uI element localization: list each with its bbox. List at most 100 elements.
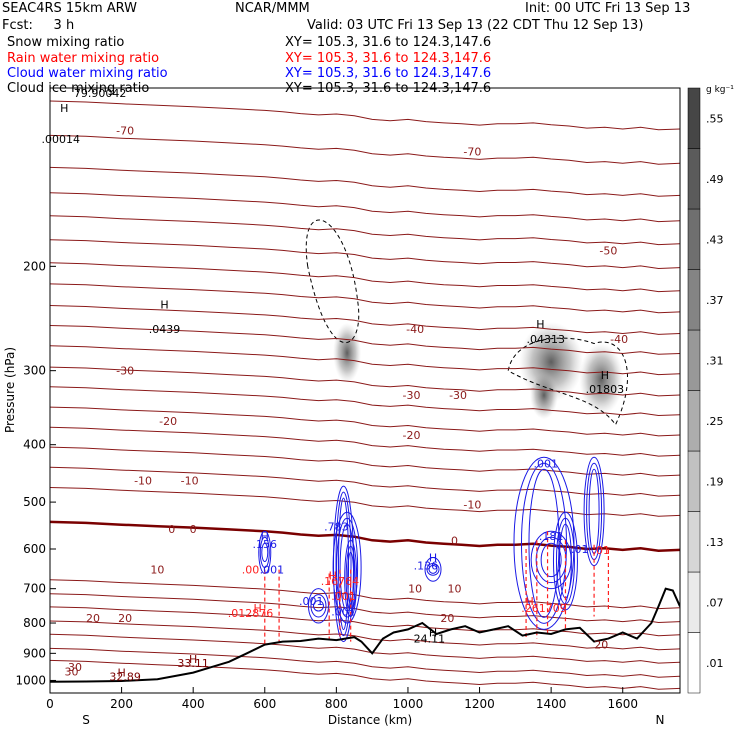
legend-cloud: Cloud water mixing ratio xyxy=(7,66,168,81)
value-label: .001 xyxy=(331,590,356,603)
temperature-label: 20 xyxy=(118,612,132,625)
temperature-contour xyxy=(50,386,680,417)
temperature-label: -50 xyxy=(599,244,617,257)
temperature-label: -70 xyxy=(116,125,134,138)
temperature-contour xyxy=(50,620,680,651)
valid-time: Valid: 03 UTC Fri 13 Sep 13 (22 CDT Thu … xyxy=(307,18,644,33)
cloud-water-contour xyxy=(583,456,605,567)
value-label: .04313 xyxy=(527,333,566,346)
colorbar-label: .49 xyxy=(706,173,724,186)
temperature-contour xyxy=(50,345,680,376)
contour-labels: -70 -70 -50 -40 -40 -30 -30 -30 -20 -20 -10 -10 -10 0… xyxy=(41,87,628,683)
temperature-label: 20 xyxy=(86,612,100,625)
temperature-contour xyxy=(50,426,680,457)
temperature-label: -70 xyxy=(463,146,481,159)
cloud-water-contour xyxy=(332,511,362,624)
colorbar-segment xyxy=(687,511,701,573)
terrain-profile xyxy=(50,587,680,683)
h-marker: H xyxy=(261,530,269,543)
temperature-contours xyxy=(50,100,680,690)
colorbar-label: .01 xyxy=(706,657,724,670)
h-marker: H xyxy=(329,569,337,582)
cloud-water-contour xyxy=(347,551,355,606)
temperature-contour xyxy=(50,100,680,131)
north-label: N xyxy=(656,713,665,727)
temperature-label: -40 xyxy=(406,323,424,336)
temperature-contour xyxy=(50,215,680,246)
temperature-contour xyxy=(50,283,680,314)
temperature-label: 0 xyxy=(168,523,175,536)
legend-snow: Snow mixing ratio xyxy=(7,35,125,50)
temperature-contour xyxy=(50,633,680,664)
cloud-water-contour xyxy=(259,536,270,569)
colorbar-unit: g kg⁻¹ xyxy=(706,85,734,95)
temperature-contour xyxy=(50,446,680,477)
cloud-water-contour xyxy=(336,517,359,618)
cloud-water-contour xyxy=(426,562,440,576)
temperature-contour xyxy=(50,166,680,197)
value-label: .136 xyxy=(414,560,439,573)
terrain-line xyxy=(50,587,680,683)
h-marker: H xyxy=(60,102,68,115)
colorbar-label: .07 xyxy=(706,596,724,609)
value-label: 33.11 xyxy=(177,657,209,670)
x-tick-label: 800 xyxy=(325,697,348,711)
value-label: .01 xyxy=(593,544,611,557)
value-label: .0439 xyxy=(149,323,181,336)
cloud-water-contour xyxy=(307,588,329,624)
cloud-water-contour xyxy=(540,542,562,578)
colorbar-segment xyxy=(687,571,701,633)
colorbar-label: .13 xyxy=(706,536,724,549)
x-tick-label: 1600 xyxy=(607,697,638,711)
temperature-label: -30 xyxy=(116,365,134,378)
h-marker: H xyxy=(117,667,125,680)
x-tick-label: 1200 xyxy=(464,697,495,711)
x-tick-label: 1400 xyxy=(536,697,567,711)
cloud-water-contour xyxy=(424,556,442,582)
colorbar-label: .19 xyxy=(706,475,724,488)
cloud-water-contour xyxy=(588,468,600,555)
value-label: .16764 xyxy=(321,575,360,588)
x-tick-label: 600 xyxy=(253,697,276,711)
temperature-contour xyxy=(50,325,680,355)
ice-shading-blob xyxy=(579,343,624,416)
model-title: SEAC4RS 15km ARW xyxy=(2,1,138,16)
colorbar-segment xyxy=(687,450,701,512)
xsec-snow: XY= 105.3, 31.6 to 124.3,147.6 xyxy=(285,35,492,50)
cloud-water-contour xyxy=(428,564,438,574)
cloud-water-contour xyxy=(310,594,327,618)
colorbar-label: .43 xyxy=(706,233,724,246)
temperature-label: -10 xyxy=(181,475,199,488)
colorbar-segment xyxy=(687,148,701,210)
temperature-contour xyxy=(50,593,680,624)
temperature-label: -30 xyxy=(403,389,421,402)
x-tick-label: 400 xyxy=(182,697,205,711)
cloud-water-contour xyxy=(344,539,358,618)
temperature-contour xyxy=(50,192,680,223)
value-label: .261709 xyxy=(521,602,567,615)
cloud-water-contour xyxy=(261,542,269,563)
cloud-water-contour xyxy=(528,468,560,618)
x-tick-label: 1000 xyxy=(393,697,424,711)
value-label: .001 xyxy=(331,606,356,619)
temperature-label: 30 xyxy=(64,665,78,678)
colorbar-segment xyxy=(687,208,701,270)
temperature-contour xyxy=(50,366,680,397)
forecast-hour: Fcst: 3 h xyxy=(2,18,75,33)
colorbar-segment xyxy=(687,329,701,391)
h-marker: H xyxy=(160,299,168,312)
ice-outline xyxy=(305,219,360,344)
temperature-label: -20 xyxy=(403,429,421,442)
h-marker: H xyxy=(189,653,197,666)
cloud-water-contour xyxy=(335,491,352,637)
colorbar-label: .55 xyxy=(706,112,724,125)
y-axis-title: Pressure (hPa) xyxy=(3,347,17,433)
temperature-contour xyxy=(50,262,680,293)
temperature-label: 30 xyxy=(68,661,82,674)
colorbar-label: .37 xyxy=(706,294,724,307)
y-tick-label: 800 xyxy=(23,616,46,630)
h-marker: H xyxy=(526,595,534,608)
y-tick-label: 1000 xyxy=(15,673,46,687)
colorbar-segment xyxy=(687,87,701,149)
